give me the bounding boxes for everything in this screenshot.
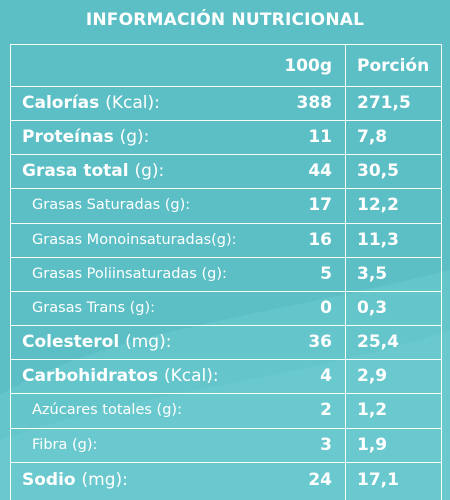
row-label: Colesterol (mg): <box>22 332 172 352</box>
row-value-100g: 17 <box>308 195 332 215</box>
row-value-100g: 3 <box>320 435 332 455</box>
grid-line <box>10 86 442 87</box>
row-label: Azúcares totales (g): <box>32 402 182 418</box>
grid-line <box>10 325 442 326</box>
grid-line <box>10 393 442 394</box>
column-header-100g: 100g <box>284 56 332 76</box>
row-value-portion: 11,3 <box>357 230 399 250</box>
row-value-100g: 11 <box>308 127 332 147</box>
row-value-100g: 388 <box>296 93 333 113</box>
grid-line <box>10 428 442 429</box>
grid-line <box>10 462 442 463</box>
row-value-portion: 2,9 <box>357 366 388 386</box>
row-label: Carbohidratos (Kcal): <box>22 366 219 386</box>
grid-line <box>10 120 442 121</box>
row-label: Fibra (g): <box>32 437 98 453</box>
grid-line <box>10 188 442 189</box>
grid-line <box>10 44 442 45</box>
row-label: Grasas Monoinsaturadas(g): <box>32 232 237 248</box>
row-value-100g: 2 <box>320 400 332 420</box>
row-value-portion: 3,5 <box>357 264 388 284</box>
grid-line <box>10 257 442 258</box>
row-label: Grasas Poliinsaturadas (g): <box>32 266 227 282</box>
row-value-portion: 7,8 <box>357 127 388 147</box>
table-title: INFORMACIÓN NUTRICIONAL <box>85 10 365 30</box>
row-value-portion: 271,5 <box>357 93 411 113</box>
row-value-portion: 17,1 <box>357 470 399 490</box>
row-value-portion: 0,3 <box>357 298 388 318</box>
row-value-100g: 44 <box>308 161 332 181</box>
row-label: Grasas Trans (g): <box>32 300 156 316</box>
row-value-100g: 36 <box>308 332 332 352</box>
grid-line <box>345 44 346 500</box>
grid-line <box>10 223 442 224</box>
grid-line <box>10 291 442 292</box>
row-value-portion: 1,9 <box>357 435 388 455</box>
grid-line <box>10 359 442 360</box>
grid-line <box>10 154 442 155</box>
row-value-portion: 30,5 <box>357 161 399 181</box>
row-value-portion: 1,2 <box>357 400 388 420</box>
row-value-100g: 0 <box>320 298 332 318</box>
row-label: Calorías (Kcal): <box>22 93 160 113</box>
row-value-portion: 12,2 <box>357 195 399 215</box>
row-value-100g: 5 <box>320 264 332 284</box>
row-label: Sodio (mg): <box>22 470 128 490</box>
row-value-100g: 4 <box>320 366 332 386</box>
row-label: Proteínas (g): <box>22 127 150 147</box>
row-value-100g: 16 <box>308 230 332 250</box>
row-value-100g: 24 <box>308 470 332 490</box>
grid-line <box>441 44 442 500</box>
row-label: Grasa total (g): <box>22 161 165 181</box>
row-label: Grasas Saturadas (g): <box>32 197 191 213</box>
row-value-portion: 25,4 <box>357 332 399 352</box>
grid-line <box>10 44 11 500</box>
column-header-portion: Porción <box>357 56 430 76</box>
